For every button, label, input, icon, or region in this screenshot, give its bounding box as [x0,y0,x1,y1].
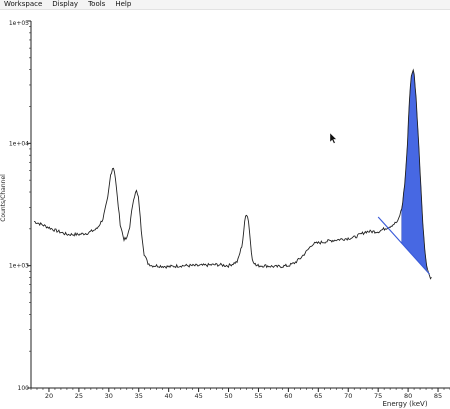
spectrum-line [33,68,432,280]
x-tick-label: 50 [224,392,232,400]
x-tick-label: 25 [75,392,83,400]
y-tick-group: 100 1e+03 1e+04 1e+05 [9,20,31,392]
x-tick-label: 80 [404,392,412,400]
plot-axes [30,21,450,389]
x-tick-label: 65 [314,392,322,400]
x-tick-label: 45 [194,392,202,400]
menu-tools[interactable]: Tools [88,0,106,8]
y-axis-label: Counts/Channel [0,174,7,222]
x-tick-label: 60 [284,392,292,400]
x-tick-label: 30 [105,392,113,400]
x-tick-label: 55 [254,392,262,400]
x-tick-label: 35 [135,392,143,400]
spectrum-plot[interactable]: 100 1e+03 1e+04 1e+05 20 25 30 35 40 45 50 55 60 65 7… [0,10,450,409]
x-axis-label: Energy (keV) [382,400,427,408]
y-tick-label: 1e+04 [9,140,29,147]
series-group [33,68,432,280]
x-tick-label: 40 [165,392,173,400]
menu-bar: Workspace Display Tools Help [0,0,450,10]
x-tick-label: 20 [45,392,53,400]
mouse-cursor-icon [329,132,337,144]
y-tick-label: 1e+05 [9,20,29,27]
menu-help[interactable]: Help [115,0,132,8]
y-tick-label: 1e+03 [9,263,29,270]
x-tick-label: 70 [344,392,352,400]
menu-workspace[interactable]: Workspace [4,0,43,8]
y-tick-label: 100 [18,385,30,392]
menu-display[interactable]: Display [52,0,79,8]
baseline-line [377,216,431,275]
x-tick-label: 75 [374,392,382,400]
x-tick-group: 20 25 30 35 40 45 50 55 60 65 70 75 80 85 [30,388,450,400]
x-tick-label: 85 [434,392,442,400]
